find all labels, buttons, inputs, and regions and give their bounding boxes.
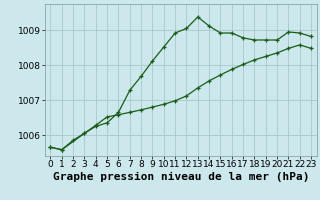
X-axis label: Graphe pression niveau de la mer (hPa): Graphe pression niveau de la mer (hPa) — [52, 172, 309, 182]
